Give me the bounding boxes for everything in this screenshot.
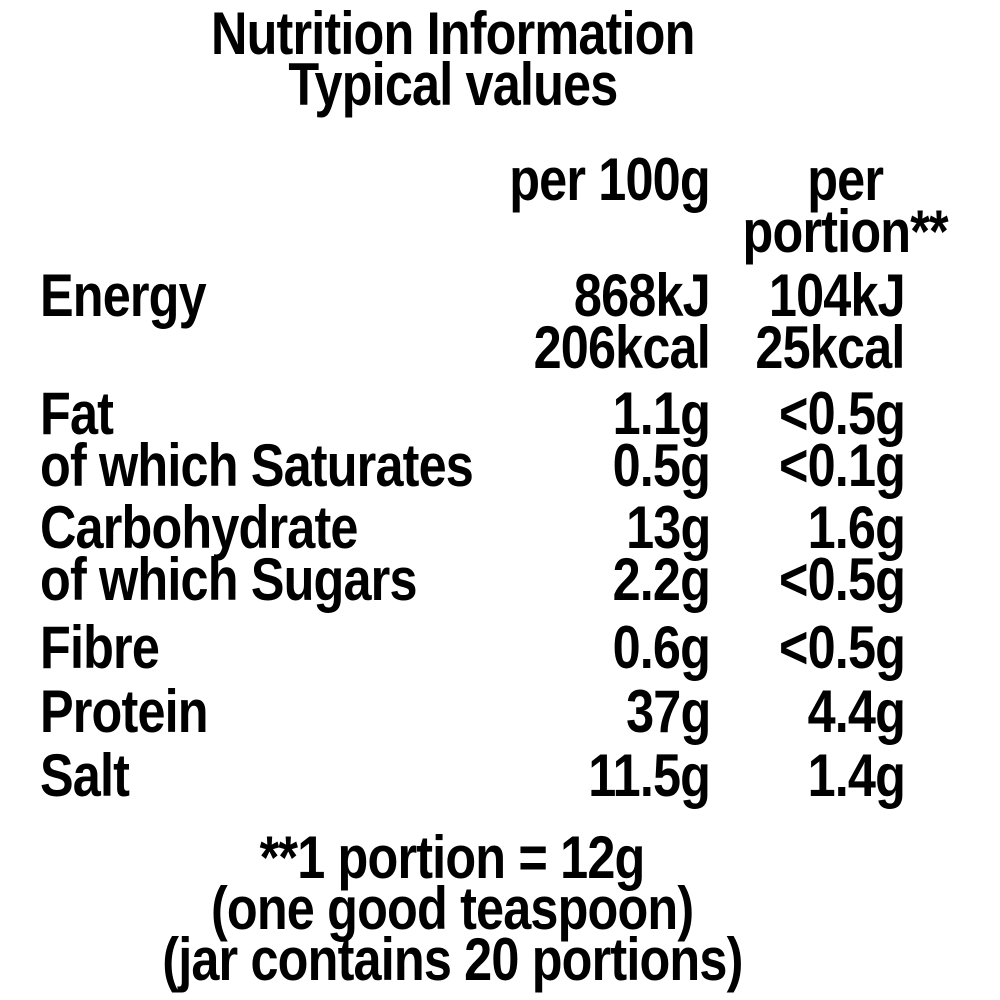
per-100g-value: 2.2g xyxy=(612,546,711,613)
title-line-2: Typical values xyxy=(0,51,905,118)
energy-kcal-per-100g: 206kcal xyxy=(533,314,711,381)
per-100g-value: 11.5g xyxy=(588,742,711,809)
nutrient-name: Energy xyxy=(40,262,207,329)
table-row-sugars: of which Sugars 2.2g <0.5g xyxy=(0,546,906,613)
footnote-teaspoon: (one good teaspoon) xyxy=(211,875,694,942)
table-row-saturates: of which Saturates 0.5g <0.1g xyxy=(0,432,906,499)
table-row-energy: Energy 868kJ 206kcal 104kJ 25kcal xyxy=(0,262,906,381)
label-title: Nutrition Information Typical values xyxy=(0,0,905,118)
per-100g-value: 37g xyxy=(625,678,711,745)
nutrient-name: Protein xyxy=(40,678,209,745)
energy-kcal-per-portion: 25kcal xyxy=(755,314,906,381)
title-line-2-text: Typical values xyxy=(287,51,618,118)
table-row-protein: Protein 37g 4.4g xyxy=(0,678,906,745)
nutrient-name: Fat xyxy=(40,380,114,447)
per-portion-value: <0.5g xyxy=(778,380,906,447)
footnote-jar-portions: (jar contains 20 portions) xyxy=(162,926,743,993)
nutrient-name: Salt xyxy=(40,742,130,809)
column-header-per-100g: per 100g xyxy=(509,146,710,213)
energy-kj-per-portion: 104kJ xyxy=(769,262,906,329)
energy-kj-per-100g: 868kJ xyxy=(574,262,711,329)
per-portion-value: 4.4g xyxy=(807,678,906,745)
per-portion-value: 1.6g xyxy=(807,494,906,561)
per-portion-header-line-2: portion** xyxy=(742,198,948,265)
per-100g-value: 0.6g xyxy=(612,614,711,681)
per-portion-value: 1.4g xyxy=(807,742,906,809)
per-100g-value: 868kJ 206kcal xyxy=(470,262,711,381)
table-row-carbohydrate: Carbohydrate 13g 1.6g xyxy=(0,494,906,561)
per-portion-value: <0.5g xyxy=(778,546,906,613)
per-100g-value: 0.5g xyxy=(612,432,711,499)
footnote-portion-size: **1 portion = 12g xyxy=(260,824,646,891)
per-portion-value: <0.5g xyxy=(778,614,906,681)
column-headers: per 100g per portion** xyxy=(0,146,948,262)
column-header-per-portion: per portion** xyxy=(710,146,980,265)
title-line-1: Nutrition Information xyxy=(0,0,905,67)
table-row-salt: Salt 11.5g 1.4g xyxy=(0,742,906,809)
table-row-fat: Fat 1.1g <0.5g xyxy=(0,380,906,447)
table-row-fibre: Fibre 0.6g <0.5g xyxy=(0,614,906,681)
per-portion-value: <0.1g xyxy=(778,432,906,499)
nutrient-name: Fibre xyxy=(40,614,160,681)
nutrient-name: of which Sugars xyxy=(40,546,417,613)
nutrient-name: Carbohydrate xyxy=(40,494,358,561)
per-100g-value: 13g xyxy=(625,494,711,561)
per-100g-value: 1.1g xyxy=(612,380,711,447)
per-portion-header-line-1: per xyxy=(807,146,884,213)
per-portion-value: 104kJ 25kcal xyxy=(710,262,906,381)
nutrient-name: of which Saturates xyxy=(40,432,474,499)
footnotes: **1 portion = 12g (one good teaspoon) (j… xyxy=(0,824,905,993)
column-header-spacer xyxy=(0,154,470,258)
nutrition-table: Energy 868kJ 206kcal 104kJ 25kcal Fat 1.… xyxy=(0,262,1000,809)
title-line-1-text: Nutrition Information xyxy=(210,0,695,67)
